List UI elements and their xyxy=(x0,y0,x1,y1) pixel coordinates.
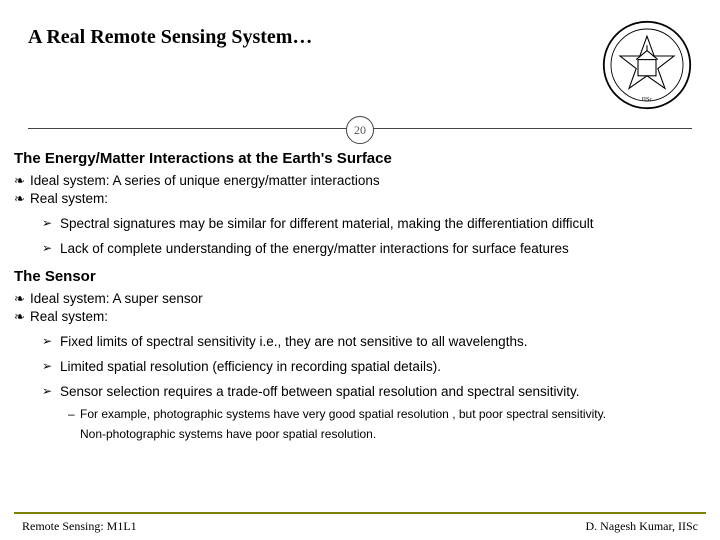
bullet-item: Real system: xyxy=(14,309,706,324)
title-divider: 20 xyxy=(28,116,692,140)
svg-text:IISc: IISc xyxy=(642,96,653,103)
plain-item: Non-photographic systems have poor spati… xyxy=(80,427,706,441)
footer-left: Remote Sensing: M1L1 xyxy=(22,519,137,534)
section-heading-2: The Sensor xyxy=(14,268,706,285)
arrow-item: Lack of complete understanding of the en… xyxy=(42,241,706,256)
bullet-item: Ideal system: A series of unique energy/… xyxy=(14,173,706,188)
section-heading-1: The Energy/Matter Interactions at the Ea… xyxy=(14,150,706,167)
footer-right: D. Nagesh Kumar, IISc xyxy=(586,519,699,534)
content-area: The Energy/Matter Interactions at the Ea… xyxy=(14,148,706,500)
arrow-item: Sensor selection requires a trade-off be… xyxy=(42,384,706,399)
footer: Remote Sensing: M1L1 D. Nagesh Kumar, II… xyxy=(0,510,720,540)
dash-item: For example, photographic systems have v… xyxy=(68,407,706,421)
bullet-item: Real system: xyxy=(14,191,706,206)
bullet-item: Ideal system: A super sensor xyxy=(14,291,706,306)
slide: A Real Remote Sensing System… IISc 20 Th… xyxy=(0,0,720,540)
arrow-item: Limited spatial resolution (efficiency i… xyxy=(42,359,706,374)
title-row: A Real Remote Sensing System… xyxy=(28,26,692,49)
slide-title: A Real Remote Sensing System… xyxy=(28,26,692,49)
slide-number: 20 xyxy=(346,116,374,144)
institution-logo: IISc xyxy=(602,20,692,110)
arrow-item: Fixed limits of spectral sensitivity i.e… xyxy=(42,334,706,349)
arrow-item: Spectral signatures may be similar for d… xyxy=(42,216,706,231)
footer-bar xyxy=(14,512,706,514)
